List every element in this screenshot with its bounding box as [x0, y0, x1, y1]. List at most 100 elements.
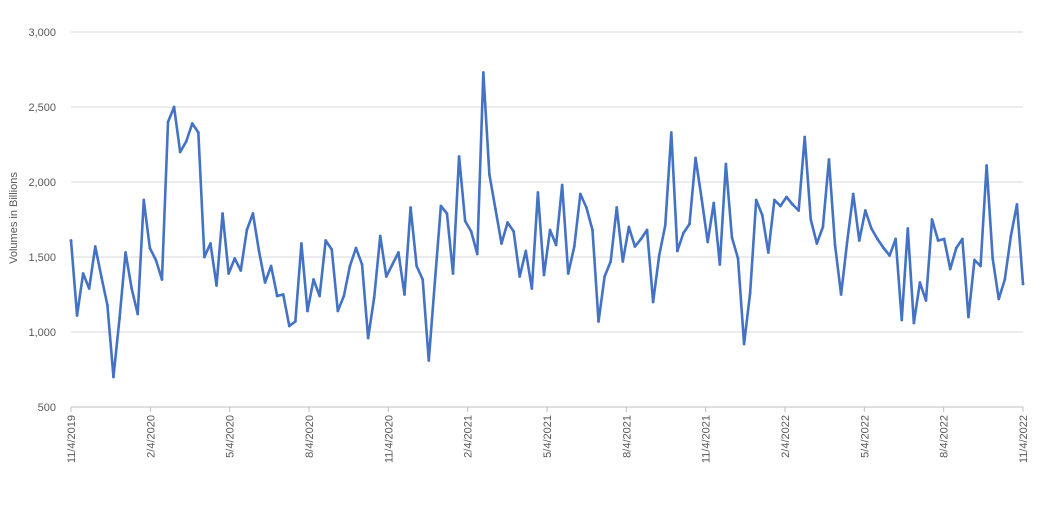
data-point: [1003, 278, 1007, 281]
data-point: [912, 321, 916, 325]
data-point: [233, 257, 237, 260]
data-point: [682, 231, 685, 235]
x-axis: 11/4/2019 2/4/2020 5/4/2020 8/4/2020 11/4/20…: [66, 406, 1030, 463]
data-point: [263, 281, 267, 284]
data-point: [172, 105, 176, 109]
data-point: [603, 275, 607, 278]
data-point: [566, 272, 570, 275]
data-point: [839, 293, 843, 296]
data-point: [730, 236, 734, 239]
data-point: [924, 299, 928, 302]
data-point: [597, 320, 600, 323]
data-point: [967, 315, 970, 319]
data-point: [894, 237, 898, 241]
data-point: [578, 192, 582, 196]
data-point: [724, 162, 728, 166]
data-point: [487, 173, 491, 176]
data-point: [700, 197, 704, 200]
series-layer: [69, 71, 1025, 379]
x-tick-label: 2/4/2020: [145, 415, 157, 458]
data-point: [572, 245, 576, 248]
data-point: [281, 293, 285, 296]
data-point: [657, 254, 661, 257]
data-point: [791, 203, 794, 206]
y-tick-label: 500: [38, 402, 56, 414]
data-point: [779, 204, 782, 208]
x-tick-label: 5/4/2021: [542, 415, 554, 458]
data-point: [342, 294, 346, 298]
data-point: [239, 269, 243, 272]
data-point: [663, 224, 667, 227]
data-point: [105, 303, 109, 307]
data-point: [112, 375, 115, 379]
data-point: [748, 291, 752, 295]
data-point: [651, 300, 655, 304]
data-point: [75, 314, 79, 317]
data-point: [348, 264, 352, 268]
data-point: [494, 207, 497, 211]
data-point: [633, 245, 637, 248]
data-point: [142, 198, 146, 202]
data-point: [936, 239, 940, 242]
data-point: [324, 239, 328, 242]
data-point: [136, 312, 140, 316]
data-point: [942, 237, 946, 241]
data-point: [888, 254, 891, 257]
data-point: [882, 246, 885, 250]
data-point: [312, 278, 315, 281]
data-point: [827, 158, 831, 161]
data-point: [736, 257, 740, 260]
y-tick-label: 1,000: [28, 327, 56, 339]
data-point: [621, 260, 625, 263]
data-point: [815, 242, 819, 245]
data-point: [99, 275, 103, 278]
data-point: [178, 150, 182, 154]
data-point: [148, 246, 152, 250]
data-point: [184, 140, 188, 143]
data-point: [378, 234, 382, 238]
data-point: [196, 131, 200, 134]
data-point: [190, 122, 194, 125]
data-point: [712, 201, 716, 205]
data-point: [918, 281, 922, 284]
data-point: [221, 212, 224, 215]
x-tick-label: 8/4/2022: [939, 415, 951, 458]
data-point: [457, 155, 461, 158]
data-point: [997, 297, 1001, 301]
data-point: [766, 251, 770, 254]
data-point: [166, 120, 170, 124]
data-point: [354, 246, 358, 250]
data-point: [209, 242, 212, 245]
data-point: [360, 263, 364, 266]
data-point: [906, 227, 910, 230]
data-point: [979, 264, 982, 268]
data-point: [821, 225, 825, 229]
data-point: [251, 212, 255, 215]
data-point: [118, 317, 121, 320]
data-point: [154, 258, 158, 262]
data-point: [845, 240, 849, 244]
series-line: [69, 71, 1025, 379]
data-point: [397, 251, 400, 254]
data-point: [530, 287, 534, 290]
data-point: [306, 309, 309, 313]
data-point: [203, 255, 206, 259]
data-point: [645, 228, 649, 232]
data-point: [445, 212, 449, 215]
data-point: [797, 209, 801, 212]
data-point: [451, 272, 455, 275]
data-point: [384, 275, 388, 278]
data-point: [475, 252, 479, 256]
data-point: [694, 156, 697, 160]
y-tick-label: 3,000: [28, 27, 56, 39]
data-point: [227, 272, 231, 275]
data-point: [336, 309, 340, 313]
y-axis-ticks: 500 1,000 1,500 2,000 2,500 3,000: [28, 27, 56, 414]
data-point: [269, 264, 273, 268]
data-point: [403, 293, 406, 296]
data-point: [275, 294, 279, 298]
data-point: [215, 284, 218, 287]
y-axis-title: Volumes in Billions: [8, 172, 20, 264]
gridlines: [71, 31, 1023, 333]
x-tick-label: 2/4/2021: [463, 415, 475, 458]
